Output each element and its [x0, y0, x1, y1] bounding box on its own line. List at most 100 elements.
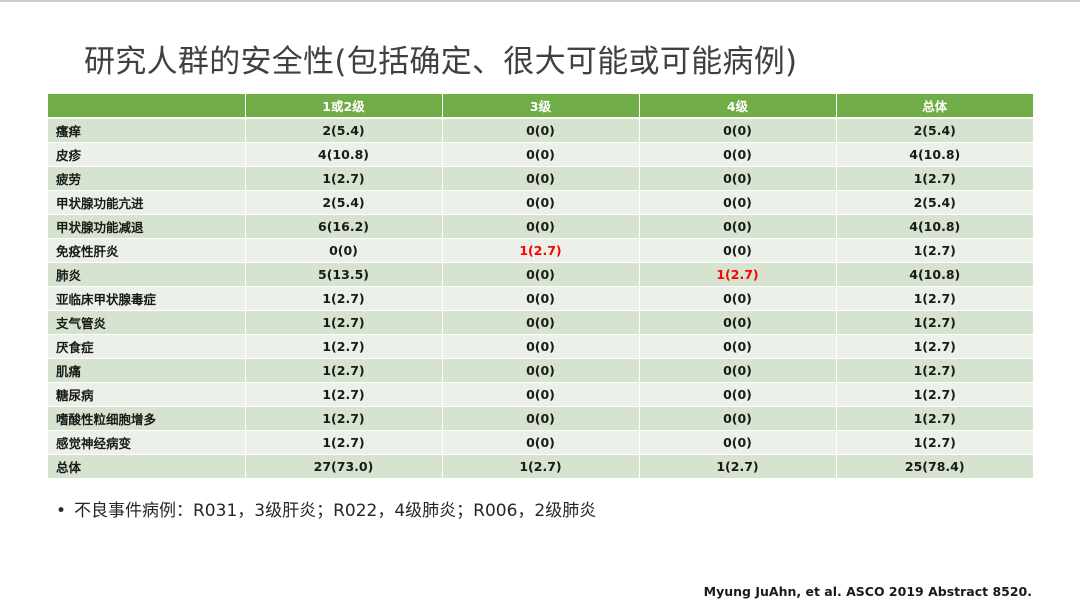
citation: Myung JuAhn, et al. ASCO 2019 Abstract 8… — [703, 584, 1032, 599]
table-cell: 0(0) — [442, 430, 640, 455]
row-label: 皮疹 — [48, 142, 246, 167]
table-cell: 0(0) — [639, 238, 837, 263]
header-cell-label — [48, 94, 246, 119]
safety-table: 1或2级 3级 4级 总体 瘙痒 2(5.4) 0(0) 0(0) 2(5.4) 皮疹 4(… — [48, 94, 1033, 479]
row-label: 总体 — [48, 454, 246, 479]
table-cell: 0(0) — [442, 166, 640, 191]
table-cell: 0(0) — [442, 358, 640, 383]
table-header-row: 1或2级 3级 4级 总体 — [48, 94, 1033, 119]
table-cell: 1(2.7) — [836, 334, 1033, 359]
row-label: 嗜酸性粒细胞增多 — [48, 406, 246, 431]
table-cell: 1(2.7) — [836, 406, 1033, 431]
table-cell: 0(0) — [639, 166, 837, 191]
adverse-event-note: • 不良事件病例：R031，3级肝炎；R022，4级肺炎；R006，2级肺炎 — [56, 496, 596, 521]
table-row: 肺炎 5(13.5) 0(0) 1(2.7) 4(10.8) — [48, 262, 1033, 287]
table-cell: 27(73.0) — [245, 454, 443, 479]
table-cell: 25(78.4) — [836, 454, 1033, 479]
table-row: 亚临床甲状腺毒症 1(2.7) 0(0) 0(0) 1(2.7) — [48, 286, 1033, 311]
table-cell: 1(2.7) — [245, 334, 443, 359]
table-cell: 5(13.5) — [245, 262, 443, 287]
table-row: 厌食症 1(2.7) 0(0) 0(0) 1(2.7) — [48, 334, 1033, 359]
row-label: 肺炎 — [48, 262, 246, 287]
table-cell: 2(5.4) — [836, 190, 1033, 215]
table-cell: 0(0) — [639, 406, 837, 431]
table-cell: 4(10.8) — [245, 142, 443, 167]
table-cell: 6(16.2) — [245, 214, 443, 239]
table-cell: 0(0) — [442, 142, 640, 167]
table-row: 肌痛 1(2.7) 0(0) 0(0) 1(2.7) — [48, 358, 1033, 383]
table-row: 皮疹 4(10.8) 0(0) 0(0) 4(10.8) — [48, 142, 1033, 167]
table-cell: 1(2.7) — [245, 166, 443, 191]
table-cell: 1(2.7) — [442, 454, 640, 479]
table-row: 嗜酸性粒细胞增多 1(2.7) 0(0) 0(0) 1(2.7) — [48, 406, 1033, 431]
table-row: 支气管炎 1(2.7) 0(0) 0(0) 1(2.7) — [48, 310, 1033, 335]
table-cell: 0(0) — [639, 142, 837, 167]
table-cell: 1(2.7) — [836, 238, 1033, 263]
table-cell: 1(2.7) — [245, 358, 443, 383]
table-cell: 4(10.8) — [836, 262, 1033, 287]
slide-title: 研究人群的安全性(包括确定、很大可能或可能病例) — [84, 44, 798, 80]
table-cell: 4(10.8) — [836, 214, 1033, 239]
header-cell-grade-3: 3级 — [442, 94, 640, 119]
table-cell: 0(0) — [442, 262, 640, 287]
table-cell: 0(0) — [639, 286, 837, 311]
row-label: 感觉神经病变 — [48, 430, 246, 455]
table-cell: 1(2.7) — [836, 310, 1033, 335]
row-label: 肌痛 — [48, 358, 246, 383]
table-cell: 0(0) — [442, 190, 640, 215]
table-cell: 1(2.7) — [836, 286, 1033, 311]
table-cell: 1(2.7) — [245, 382, 443, 407]
header-cell-grade-1-2: 1或2级 — [245, 94, 443, 119]
row-label: 免疫性肝炎 — [48, 238, 246, 263]
table-cell: 1(2.7) — [245, 310, 443, 335]
table-cell: 0(0) — [639, 430, 837, 455]
table-cell: 2(5.4) — [245, 118, 443, 143]
table-row: 免疫性肝炎 0(0) 1(2.7) 0(0) 1(2.7) — [48, 238, 1033, 263]
top-divider-line — [0, 0, 1080, 2]
row-label: 糖尿病 — [48, 382, 246, 407]
table-row: 总体 27(73.0) 1(2.7) 1(2.7) 25(78.4) — [48, 454, 1033, 479]
table-cell: 1(2.7) — [639, 262, 837, 287]
table-cell: 1(2.7) — [639, 454, 837, 479]
table-cell: 0(0) — [442, 118, 640, 143]
table-cell: 0(0) — [442, 382, 640, 407]
table-row: 瘙痒 2(5.4) 0(0) 0(0) 2(5.4) — [48, 118, 1033, 143]
header-cell-overall: 总体 — [836, 94, 1033, 119]
row-label: 亚临床甲状腺毒症 — [48, 286, 246, 311]
table-cell: 2(5.4) — [245, 190, 443, 215]
table-cell: 2(5.4) — [836, 118, 1033, 143]
table-row: 感觉神经病变 1(2.7) 0(0) 0(0) 1(2.7) — [48, 430, 1033, 455]
table-cell: 1(2.7) — [442, 238, 640, 263]
row-label: 疲劳 — [48, 166, 246, 191]
table-row: 疲劳 1(2.7) 0(0) 0(0) 1(2.7) — [48, 166, 1033, 191]
adverse-event-note-text: 不良事件病例：R031，3级肝炎；R022，4级肺炎；R006，2级肺炎 — [74, 501, 597, 521]
table-cell: 1(2.7) — [836, 358, 1033, 383]
table-cell: 0(0) — [639, 310, 837, 335]
row-label: 甲状腺功能亢进 — [48, 190, 246, 215]
header-cell-grade-4: 4级 — [639, 94, 837, 119]
row-label: 甲状腺功能减退 — [48, 214, 246, 239]
table-cell: 1(2.7) — [836, 430, 1033, 455]
table-cell: 1(2.7) — [245, 406, 443, 431]
row-label: 瘙痒 — [48, 118, 246, 143]
table-cell: 4(10.8) — [836, 142, 1033, 167]
table-cell: 0(0) — [442, 310, 640, 335]
table-cell: 0(0) — [442, 286, 640, 311]
table-cell: 1(2.7) — [836, 166, 1033, 191]
table-cell: 0(0) — [639, 358, 837, 383]
bullet-icon: • — [56, 501, 67, 521]
table-cell: 0(0) — [442, 214, 640, 239]
table-cell: 0(0) — [245, 238, 443, 263]
row-label: 支气管炎 — [48, 310, 246, 335]
table-row: 糖尿病 1(2.7) 0(0) 0(0) 1(2.7) — [48, 382, 1033, 407]
table-cell: 1(2.7) — [245, 286, 443, 311]
table-cell: 1(2.7) — [836, 382, 1033, 407]
table-cell: 1(2.7) — [245, 430, 443, 455]
table-cell: 0(0) — [639, 382, 837, 407]
table-row: 甲状腺功能亢进 2(5.4) 0(0) 0(0) 2(5.4) — [48, 190, 1033, 215]
table-cell: 0(0) — [442, 334, 640, 359]
table-cell: 0(0) — [442, 406, 640, 431]
table-cell: 0(0) — [639, 334, 837, 359]
row-label: 厌食症 — [48, 334, 246, 359]
table-cell: 0(0) — [639, 190, 837, 215]
